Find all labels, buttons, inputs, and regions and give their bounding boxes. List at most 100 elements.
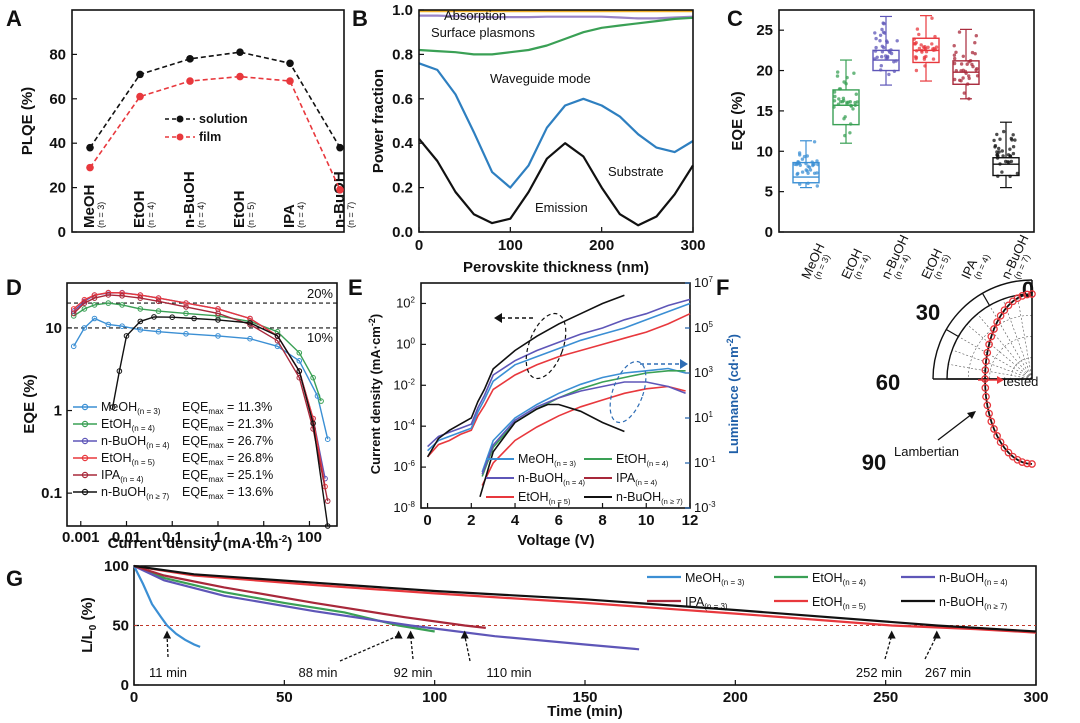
c-scatter-point bbox=[965, 62, 969, 66]
c-scatter-point bbox=[914, 68, 919, 73]
d-point bbox=[123, 333, 130, 339]
g-xtick-label: 200 bbox=[723, 689, 748, 706]
c-scatter-point bbox=[954, 50, 958, 54]
c-scatter-point bbox=[837, 97, 841, 101]
c-scatter-point bbox=[798, 153, 802, 157]
c-scatter-point bbox=[836, 102, 841, 106]
d-point bbox=[215, 310, 221, 317]
c-scatter-point bbox=[974, 68, 978, 72]
panel-c-frame bbox=[778, 9, 1035, 233]
f-tested-point bbox=[996, 311, 1005, 320]
c-scatter-point bbox=[975, 74, 980, 78]
panel-label-f: F bbox=[716, 275, 729, 300]
c-scatter-point bbox=[967, 74, 971, 78]
g-annotation-arrow bbox=[884, 635, 893, 660]
panel-label-e: E bbox=[348, 275, 363, 300]
c-ytick-label: 5 bbox=[765, 184, 773, 201]
e-legend-name: IPA(n = 4) bbox=[616, 471, 658, 487]
d-point bbox=[119, 293, 125, 299]
e-legend-name: n-BuOH(n = 4) bbox=[518, 471, 586, 487]
a-category-sub: (n = 4) bbox=[296, 202, 306, 228]
d-point bbox=[81, 306, 88, 312]
g-annotation-arrowhead bbox=[163, 630, 172, 639]
f-tested-point bbox=[987, 332, 996, 341]
f-tested-point bbox=[981, 384, 990, 392]
d-point bbox=[155, 328, 162, 335]
c-scatter-point bbox=[848, 100, 852, 104]
c-scatter-point bbox=[930, 42, 934, 46]
f-angle-tick bbox=[981, 292, 991, 306]
d-point bbox=[137, 306, 144, 312]
g-annotation-label: 92 min bbox=[393, 665, 432, 680]
c-scatter-point bbox=[967, 97, 971, 101]
a-point-film bbox=[186, 77, 194, 85]
f-lambertian-curve bbox=[984, 293, 1033, 465]
g-xtick-label: 0 bbox=[130, 689, 138, 706]
c-scatter-point bbox=[931, 47, 935, 51]
c-scatter-point bbox=[917, 46, 922, 51]
g-xtick-label: 150 bbox=[572, 689, 597, 706]
f-tested-arrowhead bbox=[997, 376, 1004, 384]
f-grid-spoke bbox=[1016, 295, 1033, 380]
label-absorption: Absorption bbox=[444, 8, 506, 23]
panel-a-frame bbox=[71, 9, 345, 233]
d-xtick-label: 10 bbox=[255, 529, 272, 546]
g-annotation-label: 11 min bbox=[149, 665, 187, 680]
d-legend-eqe: EQEmax = 26.8% bbox=[182, 451, 273, 467]
a-category-sub: (n = 4) bbox=[146, 202, 156, 228]
g-xtick-label: 50 bbox=[276, 689, 293, 706]
f-tested-point bbox=[1004, 301, 1013, 310]
a-point-solution bbox=[86, 143, 94, 152]
a-ytick-label: 80 bbox=[49, 46, 66, 63]
f-tested-point bbox=[1000, 306, 1009, 315]
g-legend-name: n-BuOH(n = 4) bbox=[939, 571, 1008, 587]
g-annotation-arrowhead bbox=[887, 630, 896, 639]
d-point bbox=[91, 302, 98, 308]
g-legend-name: n-BuOH(n ≥ 7) bbox=[939, 595, 1008, 611]
c-scatter-point bbox=[1009, 136, 1013, 141]
e-ytick-label: 10-6 bbox=[393, 459, 415, 474]
f-tested-point bbox=[1004, 448, 1013, 457]
c-scatter-point bbox=[843, 115, 847, 119]
d-point bbox=[81, 325, 88, 331]
c-scatter-point bbox=[832, 105, 836, 109]
c-scatter-point bbox=[959, 79, 963, 83]
c-scatter-point bbox=[998, 137, 1002, 141]
f-tested-point bbox=[1028, 460, 1036, 468]
e-ytick-label: 102 bbox=[396, 295, 415, 310]
current-ellipse bbox=[525, 312, 567, 380]
b-area-bg-Substrate bbox=[419, 63, 693, 232]
panel-e-frame bbox=[420, 282, 691, 509]
b-ytick-label: 0.4 bbox=[392, 135, 414, 152]
e-xtick-label: 8 bbox=[598, 512, 606, 529]
b-series-Surface plasmons bbox=[419, 14, 694, 20]
b-area-bg-Emission bbox=[419, 138, 693, 232]
e-y2tick-label: 105 bbox=[694, 320, 713, 335]
f-tested-point bbox=[982, 357, 990, 366]
c-scatter-point bbox=[1008, 154, 1012, 158]
legend-film: film bbox=[199, 130, 221, 144]
d-point bbox=[274, 343, 281, 350]
c-scatter-point bbox=[1008, 174, 1012, 179]
e-xtick-label: 10 bbox=[638, 512, 655, 529]
c-scatter-point bbox=[993, 144, 998, 148]
d-point bbox=[183, 331, 189, 337]
a-category-label: n-BuOH bbox=[181, 171, 198, 228]
d-point bbox=[318, 398, 324, 404]
a-series-line-solution bbox=[89, 51, 341, 149]
a-category-sub: (n = 4) bbox=[196, 202, 206, 228]
c-scatter-point bbox=[895, 39, 899, 43]
panel-g-ylabel: L/L0 (%) bbox=[79, 597, 99, 653]
c-scatter-point bbox=[832, 99, 837, 103]
f-lambertian-arrow bbox=[937, 413, 973, 441]
b-ytick-label: 1.0 bbox=[392, 2, 413, 19]
panel-b: B 0.0 0.2 0.4 0.6 0.8 1.0 0 100 200 300 Power fra… bbox=[352, 2, 706, 276]
panel-d-ylabel: EQE (%) bbox=[21, 374, 38, 433]
d-legend-name: n-BuOH(n ≥ 7) bbox=[101, 485, 170, 501]
panel-label-g: G bbox=[6, 566, 23, 591]
c-scatter-point bbox=[815, 184, 819, 188]
f-tested-point bbox=[1000, 443, 1009, 452]
c-scatter-point bbox=[835, 74, 840, 78]
